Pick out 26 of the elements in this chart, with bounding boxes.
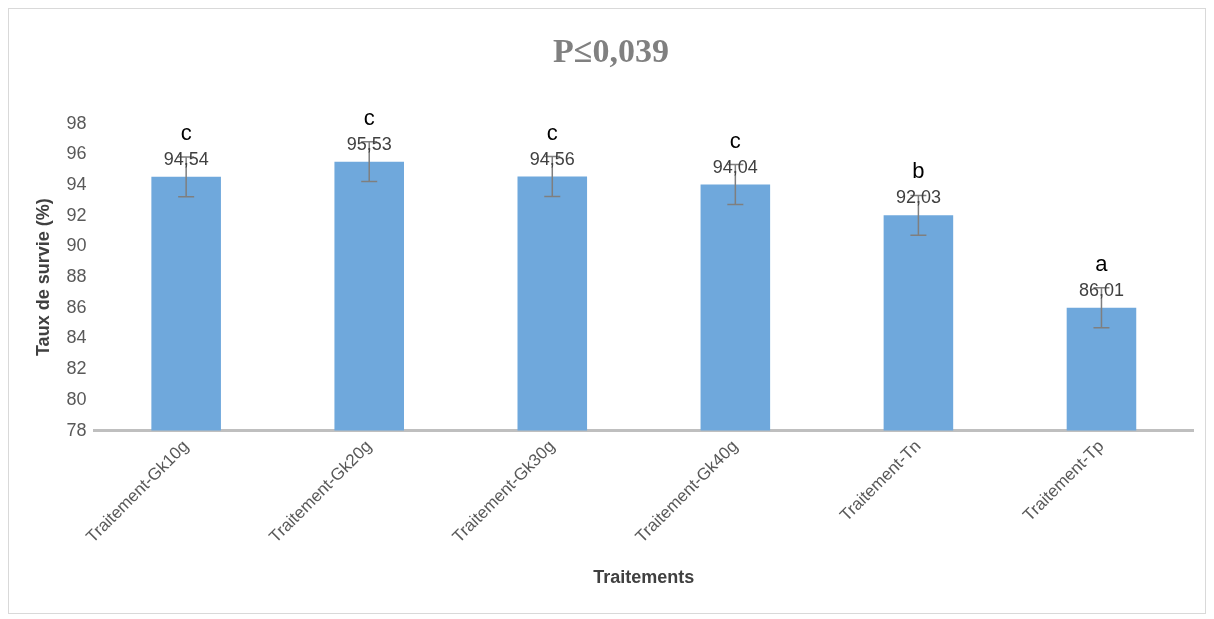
y-tick-label: 96 <box>66 143 87 164</box>
annotation: b <box>912 158 925 184</box>
y-tick-label: 92 <box>66 204 87 225</box>
annotation: a <box>1095 250 1109 276</box>
data-label: 94,56 <box>529 148 575 169</box>
data-label: 86,01 <box>1078 279 1124 300</box>
y-tick-label: 80 <box>66 388 87 409</box>
y-tick-label: 78 <box>66 419 87 440</box>
y-tick-label: 94 <box>66 174 87 195</box>
data-label: 95,53 <box>346 133 392 154</box>
y-tick-label: 86 <box>66 296 87 317</box>
annotation: c <box>729 127 741 153</box>
y-tick-label: 88 <box>66 266 87 287</box>
annotation: c <box>180 119 192 145</box>
y-tick-label: 90 <box>66 235 87 256</box>
annotation: c <box>363 104 375 130</box>
data-label: 92,03 <box>895 187 941 208</box>
annotation: c <box>546 119 558 145</box>
y-tick-label: 84 <box>66 327 87 348</box>
data-label: 94,54 <box>163 148 209 169</box>
chart-title: P≤0,039 <box>553 32 669 70</box>
y-tick-label: 98 <box>66 112 87 133</box>
y-tick-label: 82 <box>66 358 87 379</box>
y-axis-title: Taux de survie (%) <box>32 198 53 357</box>
x-axis-title: Traitements <box>593 567 695 588</box>
data-label: 94,04 <box>712 156 758 177</box>
